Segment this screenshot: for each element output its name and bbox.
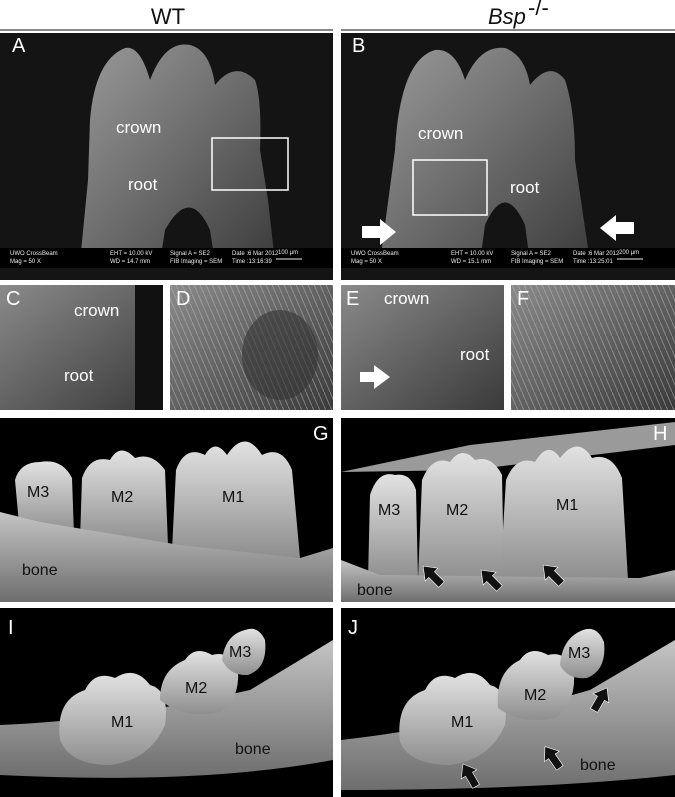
arrow <box>480 569 503 592</box>
tooth <box>222 628 266 676</box>
label: crown <box>116 118 161 137</box>
info-text: Time :13:16:39 <box>232 259 272 265</box>
panel-letter: A <box>12 35 26 57</box>
tooth <box>172 441 300 558</box>
tooth <box>80 44 275 262</box>
label: M1 <box>222 489 244 506</box>
info-text: Date :6 Mar 2012 <box>573 251 620 257</box>
texture <box>242 310 318 400</box>
label: M3 <box>568 645 590 662</box>
tooth <box>497 651 575 721</box>
panel-letter: J <box>348 617 358 639</box>
info-text: Signal A = SE2 <box>170 251 211 257</box>
label: crown <box>384 289 429 308</box>
tooth <box>418 452 504 580</box>
label: root <box>510 178 540 197</box>
label: M1 <box>556 497 578 514</box>
arrow <box>590 687 610 713</box>
label: root <box>128 175 158 194</box>
arrow <box>360 365 390 389</box>
info-text: WD = 14.7 mm <box>110 259 150 265</box>
label: M2 <box>185 680 207 697</box>
label: bone <box>22 562 58 579</box>
group <box>422 564 610 789</box>
panel-letter: D <box>176 288 190 310</box>
tooth <box>160 651 239 715</box>
tooth <box>80 450 168 545</box>
column-title: Bsp <box>488 4 526 29</box>
scale-label: 200 µm <box>619 250 639 256</box>
panel-letter: C <box>6 288 20 310</box>
panel-letter: G <box>313 423 329 445</box>
label: bone <box>580 757 616 774</box>
arrow <box>460 763 480 789</box>
texture <box>511 285 675 410</box>
info-text: UWO CrossBeam <box>351 251 399 257</box>
tooth <box>368 474 418 580</box>
panel-letter: E <box>346 288 359 310</box>
arrow <box>422 565 445 588</box>
label: M3 <box>27 484 49 501</box>
label: root <box>460 345 490 364</box>
info-bar <box>341 248 675 268</box>
inset-box <box>211 137 289 191</box>
tooth <box>59 672 166 765</box>
info-text: Mag = 50 X <box>10 259 41 265</box>
label: M2 <box>111 489 133 506</box>
label: crown <box>74 301 119 320</box>
info-text: Mag = 50 X <box>351 259 382 265</box>
panel-letter: B <box>352 35 365 57</box>
arrow <box>542 564 565 587</box>
info-text: FIB Imaging = SEM <box>511 259 563 265</box>
inset-box <box>412 159 488 216</box>
info-text: UWO CrossBeam <box>10 251 58 257</box>
arrow <box>600 215 634 241</box>
group: UWO CrossBeam Mag = 50 X EHT = 10.00 kV WD … <box>10 250 302 265</box>
info-text: Time :13:25:01 <box>573 259 613 265</box>
label: M2 <box>446 502 468 519</box>
scale-label: 100 µm <box>278 250 298 256</box>
label: M3 <box>378 502 400 519</box>
tooth <box>560 628 605 679</box>
info-text: EHT = 10.00 kV <box>451 251 493 257</box>
label: M1 <box>111 714 133 731</box>
label: root <box>64 366 94 385</box>
label: bone <box>235 741 271 758</box>
panel-bg <box>341 285 504 410</box>
label: bone <box>357 582 393 599</box>
background <box>135 285 163 410</box>
column-superscript: -/- <box>528 0 549 20</box>
info-text: FIB Imaging = SEM <box>170 259 222 265</box>
tooth <box>380 47 590 263</box>
bone <box>341 560 675 602</box>
tooth <box>399 672 506 765</box>
arrow <box>362 219 396 245</box>
info-bar <box>0 248 333 268</box>
info-text: Date :6 Mar 2012 <box>232 251 279 257</box>
info-text: Signal A = SE2 <box>511 251 552 257</box>
group: UWO CrossBeam Mag = 50 X EHT = 10.00 kV WD … <box>351 250 643 265</box>
panel-letter: I <box>8 617 14 639</box>
arrow <box>544 746 564 771</box>
bone <box>0 512 333 602</box>
column-title: WT <box>151 4 185 29</box>
panel-letter: F <box>517 288 529 310</box>
info-text: EHT = 10.00 kV <box>110 251 152 257</box>
label: crown <box>418 124 463 143</box>
tooth <box>500 446 628 580</box>
label: M3 <box>229 644 251 661</box>
label: M1 <box>451 714 473 731</box>
panel-letter: H <box>653 423 667 445</box>
bone <box>341 422 675 472</box>
info-text: WD = 15.1 mm <box>451 259 491 265</box>
label: M2 <box>524 687 546 704</box>
tooth <box>15 461 74 535</box>
